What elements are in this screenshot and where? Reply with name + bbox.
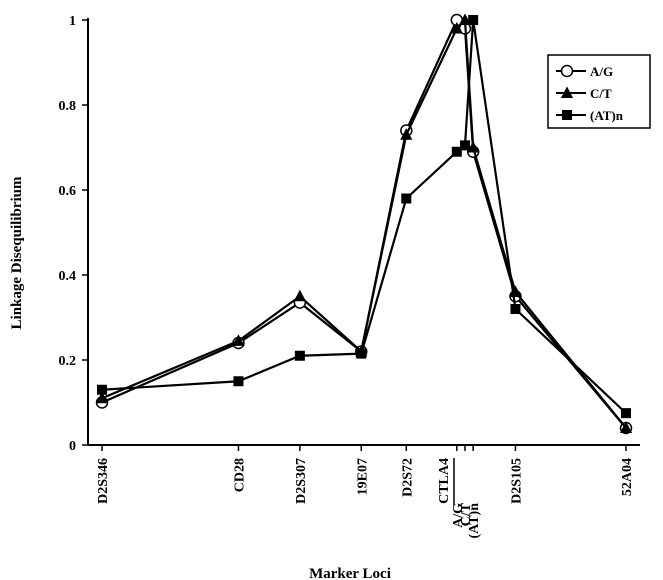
x-tick-label: 19E07 xyxy=(355,458,370,495)
data-point xyxy=(232,334,245,346)
legend-label: (AT)n xyxy=(590,108,624,123)
legend-marker xyxy=(560,86,574,98)
series-line xyxy=(101,17,627,429)
series-c-t xyxy=(95,13,633,433)
data-point xyxy=(97,384,107,395)
data-point xyxy=(468,15,479,25)
y-tick-label: 0.2 xyxy=(59,354,77,369)
data-point xyxy=(467,140,480,153)
x-tick-label: (AT)n xyxy=(467,503,482,539)
x-axis-title: Marker Loci xyxy=(309,566,391,580)
data-point xyxy=(619,421,633,433)
data-point xyxy=(510,304,521,314)
data-point xyxy=(459,140,470,151)
x-tick-label: A/G xyxy=(451,503,466,528)
y-tick-label: 0.4 xyxy=(59,269,77,284)
legend-label: C/T xyxy=(590,86,612,101)
data-point xyxy=(293,289,306,302)
data-point xyxy=(458,13,472,25)
legend-marker xyxy=(560,64,574,78)
y-tick-label: 0.6 xyxy=(59,184,77,199)
x-tick-label: D2S307 xyxy=(294,458,309,504)
y-axis-title: Linkage Disequilibrium xyxy=(9,176,25,329)
data-point xyxy=(233,376,244,387)
data-point xyxy=(400,128,413,140)
data-point xyxy=(95,391,109,404)
data-point xyxy=(356,348,367,359)
series-line xyxy=(101,19,627,414)
data-point xyxy=(451,146,462,157)
axes xyxy=(87,18,640,446)
y-tick-label: 0.8 xyxy=(59,99,77,114)
legend: A/G C/T (AT)n xyxy=(547,54,651,129)
x-tick-label: CD28 xyxy=(232,458,247,492)
x-tick-label: D2S72 xyxy=(400,458,415,497)
data-point xyxy=(621,408,631,419)
y-tick-label: 0 xyxy=(69,439,76,454)
data-point xyxy=(401,193,412,204)
x-ticks: D2S346 CD28 D2S307 19E07 D2S72 A/GC/T(AT)n D2S… xyxy=(96,445,635,539)
data-point xyxy=(450,21,463,34)
data-point xyxy=(294,350,305,361)
x-tick-label: D2S346 xyxy=(96,458,111,504)
y-ticks: 0 0.2 0.4 0.6 0.8 1 xyxy=(59,14,88,454)
x-tick-label: 52A04 xyxy=(620,458,635,496)
series-at-n xyxy=(97,15,631,419)
legend-marker xyxy=(562,110,572,120)
x-tick-label: D2S105 xyxy=(509,458,524,504)
y-tick-label: 1 xyxy=(69,14,76,29)
x-group-label: CTLA4 xyxy=(437,458,452,504)
x-tick-label: C/T xyxy=(459,502,474,526)
series-line xyxy=(101,18,627,429)
legend-label: A/G xyxy=(590,64,613,79)
series-layer xyxy=(95,13,633,435)
